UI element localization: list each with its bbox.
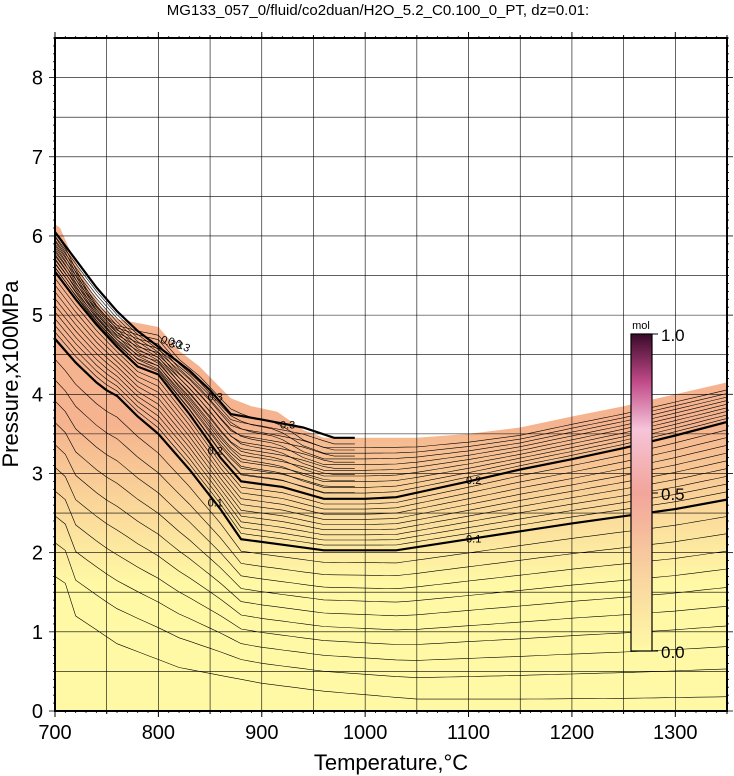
grid <box>55 38 727 711</box>
minor-contour <box>55 444 727 617</box>
y-tick-labels: 0 1 2 3 4 5 6 7 8 <box>32 68 43 723</box>
minor-contour <box>55 267 727 494</box>
contour-label: 0.2 <box>466 475 481 487</box>
minor-contour <box>55 263 355 487</box>
composition-field <box>55 224 727 711</box>
y-tick-label: 7 <box>32 147 43 169</box>
minor-contour <box>55 422 727 603</box>
minor-contour <box>55 267 355 493</box>
contour-label: 0.2 <box>208 445 223 457</box>
minor-contours <box>55 232 727 700</box>
y-tick-label: 4 <box>32 384 43 406</box>
minor-contour <box>55 298 727 520</box>
x-axis-title: Temperature,°C <box>314 750 468 775</box>
contour-label: 0.3 <box>208 391 223 403</box>
y-tick-label: 0 <box>32 701 43 723</box>
minor-contour <box>55 284 727 510</box>
contour-0.1 <box>55 338 727 552</box>
minor-contour <box>55 245 727 465</box>
y-tick-label: 8 <box>32 68 43 90</box>
minor-contour <box>55 232 727 448</box>
x-tick-label: 1300 <box>653 722 698 744</box>
contour-label: 0.1 <box>208 498 223 510</box>
contour-label: 0.3 <box>166 335 185 352</box>
minor-contour <box>55 467 727 631</box>
contour-label: 0.3 <box>173 338 192 355</box>
minor-contour <box>55 278 727 505</box>
minor-contour <box>55 235 355 445</box>
colorbar-label-max: 1.0 <box>661 326 685 345</box>
minor-contour <box>55 358 727 564</box>
plot-area: 0.10.10.20.20.30.30.30.30.3 <box>55 38 727 711</box>
y-tick-label: 3 <box>32 463 43 485</box>
contour-label: 0.1 <box>466 533 481 545</box>
minor-contour <box>55 318 727 536</box>
minor-contour <box>55 239 355 451</box>
contour-label: 0.3 <box>158 334 177 351</box>
contour-label: 0.3 <box>280 420 295 432</box>
y-tick-label: 5 <box>32 305 43 327</box>
contour-0.3 <box>55 231 355 439</box>
minor-contour <box>55 515 727 661</box>
colorbar-unit: mol <box>632 320 650 332</box>
axis-ticks <box>49 32 733 717</box>
minor-contour <box>55 305 727 525</box>
labeled-contours: 0.10.10.20.20.30.30.30.30.3 <box>55 231 727 552</box>
x-tick-label: 1000 <box>343 722 388 744</box>
minor-contour <box>55 255 355 475</box>
y-tick-label: 6 <box>32 226 43 248</box>
contour-0.2 <box>55 270 727 500</box>
y-axis-title: Pressure,x100MPa <box>0 280 23 468</box>
minor-contour <box>55 490 727 645</box>
minor-contour <box>55 400 727 590</box>
minor-contour <box>55 576 727 700</box>
y-tick-label: 1 <box>32 622 43 644</box>
minor-contour <box>55 311 727 530</box>
colorbar-label-min: 0.0 <box>661 643 685 662</box>
y-tick-label: 2 <box>32 543 43 565</box>
x-tick-label: 800 <box>142 722 175 744</box>
x-tick-label: 1200 <box>550 722 595 744</box>
colorbar: mol 1.0 0.5 0.0 <box>630 320 685 662</box>
x-tick-label: 700 <box>38 722 71 744</box>
minor-contour <box>55 325 727 541</box>
minor-contour <box>55 331 727 546</box>
chart-title: MG133_057_0/fluid/co2duan/H2O_5.2_C0.100… <box>167 2 589 19</box>
x-tick-labels: 700 800 900 1000 1100 1200 1300 <box>38 722 697 744</box>
x-tick-label: 900 <box>245 722 278 744</box>
minor-contour <box>55 379 727 577</box>
minor-contour <box>55 258 727 482</box>
colorbar-label-mid: 0.5 <box>661 485 685 504</box>
minor-contour <box>55 247 355 463</box>
colorbar-gradient <box>630 333 653 652</box>
plot-frame <box>54 37 728 712</box>
minor-contour <box>55 236 727 454</box>
minor-contour <box>55 259 355 481</box>
minor-contour <box>55 251 355 469</box>
minor-contour <box>55 243 355 457</box>
x-tick-label: 1100 <box>447 722 490 744</box>
minor-contour <box>55 262 727 488</box>
minor-contour <box>55 254 727 477</box>
